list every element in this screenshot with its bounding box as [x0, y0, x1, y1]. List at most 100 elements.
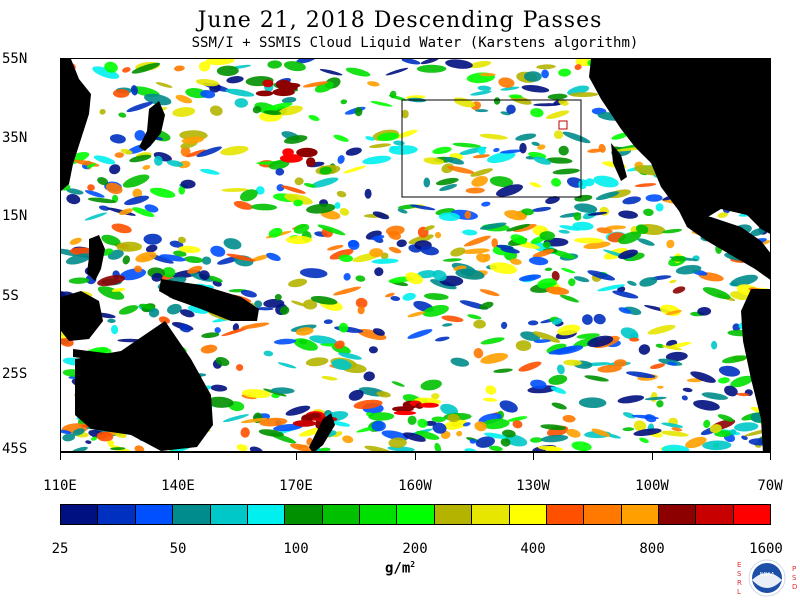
cloud-water-patch: [72, 428, 85, 436]
cloud-water-patch: [637, 238, 655, 246]
cloud-water-patch: [443, 419, 468, 430]
cloud-water-patch: [289, 443, 315, 451]
cloud-water-patch: [532, 249, 554, 258]
cloud-water-patch: [273, 423, 303, 432]
cloud-water-patch: [644, 414, 657, 423]
logo-letter-d: D: [792, 583, 797, 591]
cloud-water-patch: [134, 129, 146, 141]
cloud-water-patch: [200, 344, 218, 354]
cloud-water-patch: [472, 154, 490, 159]
units-exponent: 2: [410, 560, 416, 569]
colorbar-label-25: 25: [51, 541, 69, 557]
cloud-water-patch: [241, 389, 271, 399]
cloud-water-patch: [364, 445, 392, 451]
cloud-water-patch: [263, 350, 274, 357]
cloud-water-patch: [431, 393, 440, 400]
cloud-water-patch: [547, 93, 568, 100]
lon-label-170e: 170E: [279, 478, 313, 494]
cloud-water-patch: [614, 359, 627, 367]
cloud-water-patch: [508, 94, 523, 99]
cloud-water-patch: [462, 229, 478, 236]
cloud-water-patch: [132, 188, 143, 199]
cloud-water-patch: [612, 290, 639, 299]
colorbar-segment: [621, 505, 659, 524]
cloud-water-patch: [240, 427, 250, 438]
cloud-water-patch: [327, 244, 344, 251]
cloud-water-patch: [618, 210, 638, 219]
cloud-water-patch: [569, 92, 599, 98]
cloud-water-patch: [236, 364, 244, 371]
colorbar-label-50: 50: [169, 541, 187, 557]
cloud-water-patch: [153, 155, 163, 166]
cloud-water-patch: [597, 364, 622, 373]
cloud-water-patch: [671, 255, 686, 262]
cloud-water-patch: [85, 440, 92, 444]
cloud-water-patch: [93, 155, 116, 165]
cloud-water-patch: [441, 315, 464, 323]
cloud-water-patch: [401, 109, 409, 119]
cloud-water-patch: [278, 105, 303, 116]
cloud-water-patch: [184, 256, 204, 264]
cloud-water-patch: [331, 359, 352, 370]
cloud-water-patch: [529, 182, 542, 188]
cloud-water-patch: [546, 157, 573, 164]
cloud-water-patch: [662, 228, 683, 234]
cloud-water-patch: [178, 186, 186, 195]
cloud-water-patch: [435, 177, 459, 186]
cloud-water-patch: [473, 348, 484, 359]
cloud-water-patch: [98, 205, 110, 211]
cloud-water-patch: [611, 132, 629, 140]
cloud-water-patch: [452, 142, 481, 148]
x-tick-160w: [415, 452, 416, 460]
cloud-water-patch: [561, 267, 576, 274]
cloud-water-patch: [734, 422, 759, 432]
cloud-water-patch: [500, 247, 520, 254]
cloud-water-patch: [338, 254, 353, 263]
colorbar-segment: [584, 505, 622, 524]
cloud-water-patch: [390, 296, 401, 301]
cloud-water-patch: [377, 132, 400, 142]
cloud-water-patch: [172, 107, 196, 117]
cloud-water-patch: [573, 276, 590, 283]
cloud-water-patch: [489, 445, 503, 451]
cloud-water-patch: [512, 420, 523, 429]
lat-label-25s: 25S: [2, 366, 28, 382]
cloud-water-patch: [537, 445, 564, 451]
cloud-water-patch: [268, 227, 283, 238]
cloud-water-patch: [693, 399, 720, 411]
cloud-water-patch: [432, 146, 452, 155]
cloud-water-patch: [385, 67, 409, 76]
cloud-water-patch: [252, 106, 262, 114]
cloud-water-patch: [145, 244, 158, 253]
cloud-water-patch: [639, 437, 649, 443]
cloud-water-patch: [372, 211, 390, 220]
cloud-water-patch: [572, 221, 594, 231]
cloud-water-patch: [111, 223, 132, 234]
colorbar-label-100: 100: [283, 541, 309, 557]
cloud-water-patch: [468, 60, 492, 69]
cloud-water-patch: [220, 145, 249, 156]
cloud-water-patch: [250, 203, 278, 211]
cloud-water-patch: [647, 324, 676, 335]
cloud-water-map: [60, 58, 771, 452]
lat-label-35n: 35N: [2, 130, 28, 146]
cloud-water-patch: [105, 182, 123, 195]
cloud-water-patch: [566, 428, 581, 438]
cloud-water-patch: [319, 68, 343, 76]
cloud-water-patch: [206, 396, 234, 408]
cloud-water-patch: [527, 320, 539, 326]
cloud-water-patch: [266, 252, 281, 262]
cloud-water-patch: [370, 100, 393, 107]
cloud-water-patch: [308, 114, 320, 122]
cloud-water-patch: [291, 300, 306, 307]
cloud-water-patch: [118, 112, 127, 118]
cloud-water-patch: [483, 253, 491, 262]
cloud-water-patch: [283, 61, 306, 72]
cloud-water-patch: [717, 212, 729, 218]
colorbar-segment: [659, 505, 697, 524]
cloud-water-patch: [333, 134, 349, 142]
cloud-water-patch: [92, 66, 120, 79]
cloud-water-patch: [553, 130, 564, 140]
cloud-water-patch: [500, 149, 522, 154]
cloud-water-core: [262, 79, 274, 88]
